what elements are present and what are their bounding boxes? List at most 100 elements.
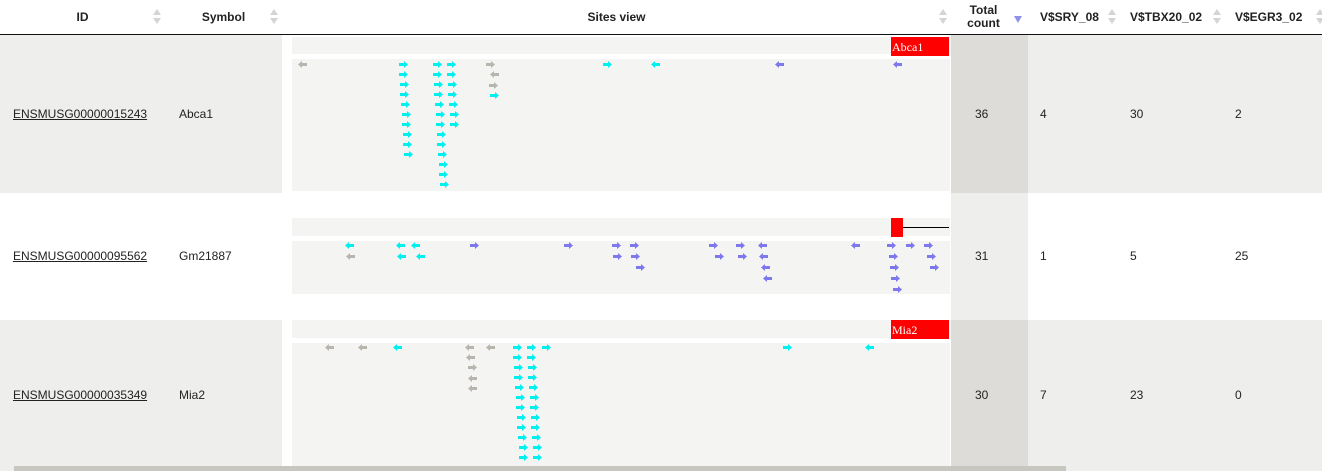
site-arrow-left-icon[interactable] [486, 343, 495, 351]
site-arrow-left-icon[interactable] [763, 275, 772, 282]
site-arrow-right-icon[interactable] [542, 343, 551, 351]
sort-icon[interactable] [1316, 9, 1322, 25]
site-arrow-right-icon[interactable] [433, 60, 442, 68]
site-arrow-right-icon[interactable] [533, 453, 542, 461]
site-arrow-right-icon[interactable] [436, 120, 445, 128]
site-arrow-right-icon[interactable] [519, 453, 528, 461]
sort-icon[interactable] [153, 9, 161, 25]
site-arrow-right-icon[interactable] [403, 140, 412, 148]
site-arrow-right-icon[interactable] [404, 150, 413, 158]
site-arrow-right-icon[interactable] [399, 60, 408, 68]
site-arrow-left-icon[interactable] [490, 70, 499, 78]
site-arrow-right-icon[interactable] [893, 286, 902, 293]
col-tbx-header[interactable]: V$TBX20_02 [1118, 0, 1223, 35]
site-arrow-right-icon[interactable] [401, 100, 410, 108]
site-arrow-right-icon[interactable] [434, 80, 443, 88]
site-arrow-right-icon[interactable] [927, 253, 936, 260]
site-arrow-right-icon[interactable] [531, 423, 540, 431]
col-symbol-header[interactable]: Symbol [165, 0, 282, 35]
site-arrow-right-icon[interactable] [531, 413, 540, 421]
site-arrow-right-icon[interactable] [402, 120, 411, 128]
site-arrow-right-icon[interactable] [468, 363, 477, 371]
site-arrow-right-icon[interactable] [399, 70, 408, 78]
site-arrow-left-icon[interactable] [758, 242, 767, 249]
site-arrow-right-icon[interactable] [527, 343, 536, 351]
site-arrow-right-icon[interactable] [489, 81, 498, 89]
site-arrow-right-icon[interactable] [450, 120, 459, 128]
site-arrow-right-icon[interactable] [437, 130, 446, 138]
col-egr-header[interactable]: V$EGR3_02 [1223, 0, 1322, 35]
sort-icon[interactable] [270, 9, 278, 25]
site-arrow-right-icon[interactable] [486, 60, 495, 68]
site-arrow-right-icon[interactable] [439, 170, 448, 178]
site-arrow-right-icon[interactable] [515, 383, 524, 391]
site-arrow-left-icon[interactable] [411, 242, 420, 249]
sort-icon[interactable] [1213, 9, 1221, 25]
site-arrow-right-icon[interactable] [613, 253, 622, 260]
site-arrow-right-icon[interactable] [517, 423, 526, 431]
site-arrow-left-icon[interactable] [651, 60, 660, 68]
site-arrow-right-icon[interactable] [516, 393, 525, 401]
site-arrow-right-icon[interactable] [530, 393, 539, 401]
site-arrow-left-icon[interactable] [393, 343, 402, 351]
site-arrow-right-icon[interactable] [783, 343, 792, 351]
site-arrow-right-icon[interactable] [612, 242, 621, 249]
sort-desc-icon[interactable] [1014, 11, 1022, 27]
site-arrow-right-icon[interactable] [400, 80, 409, 88]
site-arrow-right-icon[interactable] [447, 60, 456, 68]
gene-id-link[interactable]: ENSMUSG00000095562 [13, 249, 148, 263]
site-arrow-right-icon[interactable] [439, 160, 448, 168]
site-arrow-right-icon[interactable] [434, 90, 443, 98]
site-arrow-right-icon[interactable] [636, 264, 645, 271]
site-arrow-right-icon[interactable] [738, 253, 747, 260]
site-arrow-right-icon[interactable] [528, 363, 537, 371]
site-arrow-left-icon[interactable] [358, 343, 367, 351]
gene-id-link[interactable]: ENSMUSG00000035349 [13, 388, 148, 402]
site-arrow-right-icon[interactable] [518, 433, 527, 441]
site-arrow-right-icon[interactable] [889, 253, 898, 260]
site-arrow-right-icon[interactable] [400, 90, 409, 98]
col-sites-header[interactable]: Sites view [282, 0, 951, 35]
site-arrow-left-icon[interactable] [416, 253, 425, 260]
site-arrow-left-icon[interactable] [298, 60, 307, 68]
site-arrow-right-icon[interactable] [709, 242, 718, 249]
site-arrow-left-icon[interactable] [759, 253, 768, 260]
site-arrow-right-icon[interactable] [433, 70, 442, 78]
site-arrow-right-icon[interactable] [630, 242, 639, 249]
sort-icon[interactable] [1108, 9, 1116, 25]
site-arrow-left-icon[interactable] [893, 60, 902, 68]
gene-id-link[interactable]: ENSMUSG00000015243 [13, 106, 148, 121]
site-arrow-left-icon[interactable] [346, 253, 355, 260]
site-arrow-right-icon[interactable] [516, 403, 525, 411]
site-arrow-left-icon[interactable] [865, 343, 874, 351]
site-arrow-right-icon[interactable] [514, 373, 523, 381]
site-arrow-left-icon[interactable] [396, 242, 405, 249]
site-arrow-left-icon[interactable] [397, 253, 406, 260]
col-sry-header[interactable]: V$SRY_08 [1028, 0, 1118, 35]
site-arrow-right-icon[interactable] [450, 110, 459, 118]
site-arrow-right-icon[interactable] [449, 100, 458, 108]
site-arrow-left-icon[interactable] [465, 343, 474, 351]
site-arrow-right-icon[interactable] [603, 60, 612, 68]
sort-icon[interactable] [939, 9, 947, 25]
site-arrow-right-icon[interactable] [906, 242, 915, 249]
col-total-header[interactable]: Total count [951, 0, 1028, 35]
gene-marker[interactable] [891, 218, 903, 237]
site-arrow-left-icon[interactable] [466, 353, 475, 361]
site-arrow-right-icon[interactable] [890, 264, 899, 271]
site-arrow-right-icon[interactable] [564, 242, 573, 249]
site-arrow-right-icon[interactable] [924, 242, 933, 249]
gene-marker[interactable]: Abca1 [891, 36, 949, 56]
site-arrow-right-icon[interactable] [528, 373, 537, 381]
site-arrow-left-icon[interactable] [345, 242, 354, 249]
horizontal-scrollbar[interactable] [14, 466, 1066, 471]
site-arrow-left-icon[interactable] [325, 343, 334, 351]
site-arrow-right-icon[interactable] [436, 110, 445, 118]
site-arrow-right-icon[interactable] [533, 443, 542, 451]
site-arrow-left-icon[interactable] [761, 264, 770, 271]
site-arrow-right-icon[interactable] [517, 413, 526, 421]
site-arrow-right-icon[interactable] [527, 353, 536, 361]
site-arrow-left-icon[interactable] [468, 374, 477, 382]
site-arrow-right-icon[interactable] [529, 383, 538, 391]
site-arrow-right-icon[interactable] [887, 242, 896, 249]
